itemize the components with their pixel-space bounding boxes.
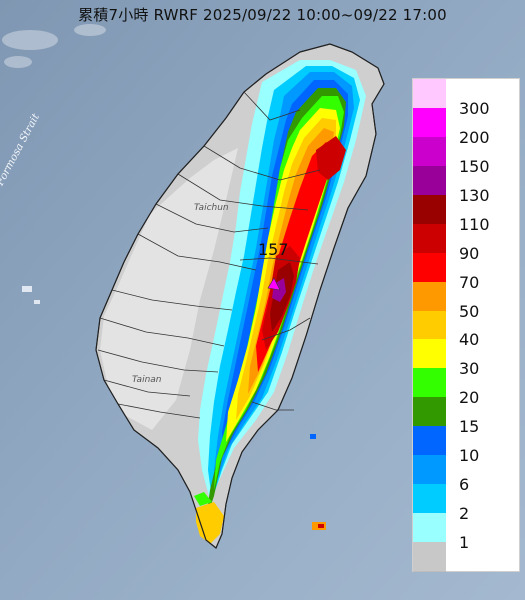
legend-label: 90	[459, 243, 480, 263]
legend-label: 20	[459, 388, 480, 408]
legend-swatch	[413, 484, 446, 515]
legend-row: 20	[413, 368, 519, 407]
legend-row	[413, 542, 519, 572]
legend-swatch	[413, 194, 446, 225]
legend-label: 40	[459, 330, 480, 350]
penghu-island-2	[34, 300, 40, 304]
legend-row: 200	[413, 107, 519, 147]
legend-row: 15	[413, 397, 519, 436]
legend-swatch	[413, 368, 446, 399]
legend-row: 90	[413, 223, 519, 263]
orchid-island-core	[318, 524, 324, 528]
legend-label: 200	[459, 127, 490, 147]
rain-south-tip	[196, 502, 224, 544]
legend-swatch	[413, 426, 446, 457]
legend-swatch	[413, 310, 446, 341]
legend-label: 50	[459, 301, 480, 321]
map-title: 累積7小時 RWRF 2025/09/22 10:00~09/22 17:00	[78, 6, 447, 24]
legend-label: 6	[459, 475, 470, 495]
legend-row: 70	[413, 252, 519, 292]
legend-swatch	[413, 107, 446, 138]
coastline	[95, 43, 385, 549]
legend-swatch	[413, 223, 446, 254]
legend-row: 40	[413, 310, 519, 349]
legend-row: 10	[413, 426, 519, 465]
legend-row: 130	[413, 165, 519, 205]
legend-label: 70	[459, 272, 480, 292]
legend-swatch	[413, 79, 446, 109]
cloud-texture	[2, 24, 106, 68]
legend-row: 6	[413, 455, 519, 494]
taichung-label: Taichun	[194, 203, 229, 213]
legend-swatch	[413, 397, 446, 428]
legend-label: 15	[459, 417, 480, 437]
county-boundaries	[97, 91, 321, 419]
legend-swatch	[413, 455, 446, 486]
legend-label: 130	[459, 185, 490, 205]
rain-north-core	[316, 136, 346, 180]
legend-swatch	[413, 281, 446, 312]
western-plain	[100, 148, 238, 430]
legend-swatch	[413, 513, 446, 544]
legend-label: 300	[459, 98, 490, 118]
legend-row: 1	[413, 513, 519, 552]
legend-swatch	[413, 136, 446, 167]
legend-row: 150	[413, 136, 519, 176]
max-value-label: 157	[258, 240, 289, 259]
green-island	[310, 434, 316, 439]
legend-label: 150	[459, 156, 490, 176]
legend-row: 300	[413, 79, 519, 118]
legend-label: 1	[459, 533, 470, 553]
legend-label: 2	[459, 504, 470, 524]
legend-swatch	[413, 542, 446, 572]
legend-swatch	[413, 339, 446, 370]
rain-south-tip-green	[194, 492, 212, 506]
tainan-label: Tainan	[132, 375, 162, 385]
legend-label: 10	[459, 446, 480, 466]
color-legend: 300 200 150 130 110 90 70 50 40 30 20 15 10 6 2 1	[412, 78, 520, 572]
legend-row: 2	[413, 484, 519, 523]
legend-label: 30	[459, 359, 480, 379]
legend-swatch	[413, 252, 446, 283]
penghu-island	[22, 286, 32, 292]
legend-row: 110	[413, 194, 519, 234]
legend-row: 30	[413, 339, 519, 378]
legend-swatch	[413, 165, 446, 196]
legend-label: 110	[459, 214, 490, 234]
legend-row: 50	[413, 281, 519, 321]
max-marker	[267, 277, 281, 291]
